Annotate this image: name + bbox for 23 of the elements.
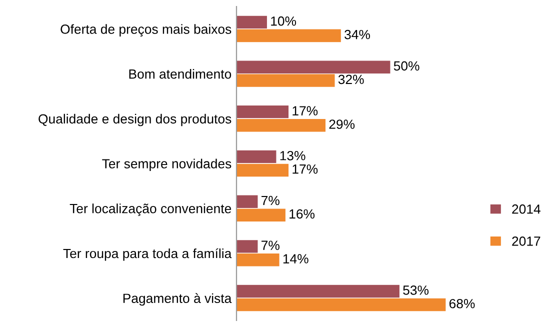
y-tick-label: Bom atendimento <box>129 69 232 79</box>
y-tick-label: Oferta de preços mais baixos <box>60 24 232 37</box>
legend-label: 2017 <box>512 236 540 246</box>
y-tick-label: Ter localização conveniente <box>70 204 232 216</box>
data-label: 34% <box>344 30 370 40</box>
y-tick-label: Pagamento à vista <box>123 293 232 306</box>
data-label: 68% <box>449 298 475 308</box>
legend-label: 2014 <box>512 204 540 214</box>
data-label: 14% <box>283 254 308 264</box>
y-tick-label: Qualidade e design dos produtos <box>38 114 232 126</box>
y-tick-label: Ter sempre novidades <box>102 158 232 172</box>
data-label: 16% <box>290 209 315 219</box>
y-tick-label: Ter roupa para toda a família <box>63 248 232 261</box>
data-label: 32% <box>338 74 364 84</box>
data-label: 7% <box>262 240 280 250</box>
data-label: 10% <box>271 16 296 26</box>
data-label: 17% <box>292 164 318 174</box>
data-label: 29% <box>329 120 355 129</box>
data-label: 7% <box>262 196 280 206</box>
data-label: 50% <box>394 61 420 71</box>
data-label: 13% <box>280 150 306 160</box>
data-label: 17% <box>292 106 318 116</box>
data-label: 53% <box>403 286 429 295</box>
